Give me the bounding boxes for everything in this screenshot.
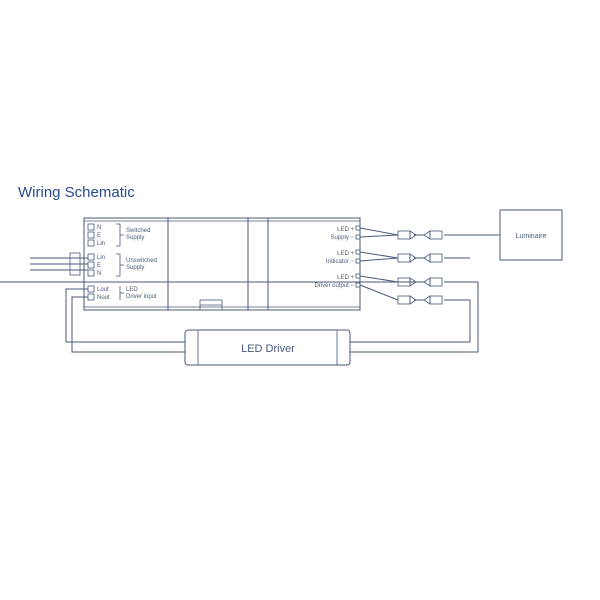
luminaire: Luminaire (500, 210, 562, 260)
inline-connectors (398, 231, 442, 304)
luminaire-label: Luminaire (516, 233, 547, 240)
term-e1: E (97, 233, 101, 239)
term-lout: Lout (97, 287, 109, 293)
wiring-schematic-svg: N E Lin Switched Supply Lin E N Unswitch… (0, 0, 600, 600)
connector-icon (398, 296, 416, 304)
r-led1: LED + (337, 227, 354, 233)
switched-label-1: Switched (126, 228, 150, 234)
connector-icon (398, 254, 416, 262)
connector-icon (424, 278, 442, 286)
r-ind: Indicator − (326, 259, 355, 265)
drvin-label-2: Driver input (126, 294, 157, 300)
term-n1: N (97, 225, 101, 231)
term-lin2: Lin (97, 255, 105, 261)
wiring (0, 228, 500, 352)
unswitched-label-1: Unswitched (126, 258, 157, 264)
right-terminal-block: LED + Supply − LED + Indicator − LED + D… (314, 226, 360, 289)
led-driver-label: LED Driver (241, 343, 295, 355)
r-led2: LED + (337, 251, 354, 257)
left-terminal-block: N E Lin Switched Supply Lin E N Unswitch… (88, 224, 157, 301)
drvin-label-1: LED (126, 287, 138, 293)
diagram-title: Wiring Schematic (18, 184, 135, 201)
connector-icon (424, 231, 442, 239)
term-lin1: Lin (97, 241, 105, 247)
term-e2: E (97, 263, 101, 269)
connector-icon (424, 296, 442, 304)
r-drvout: Driver output − (314, 283, 354, 289)
led-driver: LED Driver (175, 330, 360, 365)
switched-label-2: Supply (126, 235, 144, 241)
r-supply: Supply − (330, 235, 354, 241)
connector-icon (398, 231, 416, 239)
main-module: N E Lin Switched Supply Lin E N Unswitch… (84, 218, 360, 310)
term-nout: Nout (97, 295, 110, 301)
connector-icon (424, 254, 442, 262)
unswitched-label-2: Supply (126, 265, 144, 271)
term-n2: N (97, 271, 101, 277)
r-led3: LED + (337, 275, 354, 281)
